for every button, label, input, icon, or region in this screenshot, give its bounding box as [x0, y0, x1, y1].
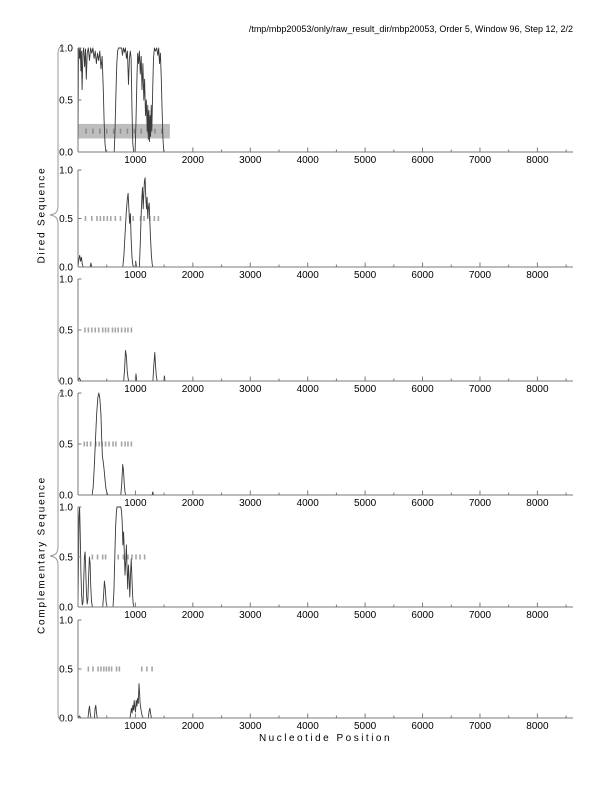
- x-tick-label: 5000: [354, 498, 377, 509]
- probability-curve: [77, 683, 572, 719]
- plot-title: /tmp/mbp20053/only/raw_result_dir/mbp200…: [248, 24, 573, 34]
- x-tick-label: 4000: [297, 384, 320, 395]
- x-tick-label: 1000: [124, 384, 147, 395]
- x-tick-label: 5000: [354, 384, 377, 395]
- subplot-dired-sequence-frame-2: 0.0 0.5 1.0 1000 2000 3000 4000 5000 6000 7000 800…: [59, 166, 573, 281]
- y-tick-label: 1.0: [59, 166, 73, 177]
- y-tick-label: 0.5: [59, 553, 73, 564]
- x-tick-label: 8000: [526, 610, 549, 621]
- region-bar: [78, 123, 170, 139]
- x-tick-label: 1000: [124, 721, 147, 732]
- x-tick-label: 6000: [411, 610, 434, 621]
- x-tick-label: 7000: [469, 384, 492, 395]
- x-tick-label: 7000: [469, 270, 492, 281]
- subplot-complementary-sequence-frame-1: 0.0 0.5 1.0 1000 2000 3000 4000 5000 6000 7000 800…: [59, 389, 573, 509]
- x-tick-label: 5000: [354, 610, 377, 621]
- x-tick-label: 6000: [411, 498, 434, 509]
- y-tick-label: 0.0: [59, 263, 73, 274]
- x-tick-label: 3000: [239, 155, 262, 166]
- x-tick-label: 3000: [239, 384, 262, 395]
- y-tick-label: 0.5: [59, 214, 73, 225]
- probability-curve: [77, 47, 572, 153]
- x-tick-label: 7000: [469, 721, 492, 732]
- x-tick-label: 1000: [124, 610, 147, 621]
- y-tick-label: 0.5: [59, 440, 73, 451]
- x-tick-label: 3000: [239, 498, 262, 509]
- x-tick-label: 4000: [297, 498, 320, 509]
- x-tick-label: 7000: [469, 155, 492, 166]
- x-tick-label: 2000: [182, 155, 205, 166]
- y-tick-label: 0.0: [59, 603, 73, 614]
- x-tick-label: 4000: [297, 155, 320, 166]
- x-tick-label: 2000: [182, 270, 205, 281]
- subplot-complementary-sequence-frame-2: 0.0 0.5 1.0 1000 2000 3000 4000 5000 6000 7000 800…: [59, 503, 573, 621]
- x-tick-label: 7000: [469, 498, 492, 509]
- x-tick-label: 3000: [239, 610, 262, 621]
- brace-complementary-sequence: [49, 390, 65, 722]
- x-tick-label: 8000: [526, 155, 549, 166]
- y-tick-label: 0.5: [59, 326, 73, 337]
- x-tick-label: 4000: [297, 610, 320, 621]
- x-tick-label: 6000: [411, 270, 434, 281]
- y-tick-label: 1.0: [59, 44, 73, 55]
- x-tick-label: 8000: [526, 384, 549, 395]
- probability-curve: [77, 506, 572, 608]
- x-tick-label: 6000: [411, 721, 434, 732]
- brace-dired-sequence: [49, 45, 65, 385]
- y-tick-label: 1.0: [59, 389, 73, 400]
- y-tick-label: 0.0: [59, 148, 73, 159]
- subplot-dired-sequence-frame-3: 0.0 0.5 1.0 1000 2000 3000 4000 5000 6000 7000 800…: [59, 275, 573, 395]
- x-tick-label: 1000: [124, 498, 147, 509]
- y-tick-label: 1.0: [59, 275, 73, 286]
- x-tick-label: 6000: [411, 384, 434, 395]
- y-tick-label: 0.5: [59, 96, 73, 107]
- x-tick-label: 3000: [239, 721, 262, 732]
- x-tick-label: 4000: [297, 721, 320, 732]
- x-tick-label: 1000: [124, 270, 147, 281]
- subplot-complementary-sequence-frame-3: 0.0 0.5 1.0 1000 2000 3000 4000 5000 6000 7000 800…: [59, 616, 573, 732]
- x-tick-label: 8000: [526, 498, 549, 509]
- x-tick-label: 1000: [124, 155, 147, 166]
- y-tick-label: 0.5: [59, 665, 73, 676]
- x-tick-label: 5000: [354, 155, 377, 166]
- probability-curve: [77, 349, 572, 382]
- y-tick-label: 0.0: [59, 714, 73, 725]
- y-tick-label: 1.0: [59, 503, 73, 514]
- subplot-dired-sequence-frame-1: 0.0 0.5 1.0 1000 2000 3000 4000 5000 6000 7000 800…: [59, 44, 573, 166]
- x-tick-label: 3000: [239, 270, 262, 281]
- probability-curve: [77, 177, 572, 268]
- x-tick-label: 6000: [411, 155, 434, 166]
- x-tick-label: 8000: [526, 270, 549, 281]
- x-tick-label: 2000: [182, 610, 205, 621]
- x-tick-label: 7000: [469, 610, 492, 621]
- x-tick-label: 2000: [182, 384, 205, 395]
- x-tick-label: 8000: [526, 721, 549, 732]
- y-tick-label: 1.0: [59, 616, 73, 627]
- x-tick-label: 2000: [182, 721, 205, 732]
- y-tick-label: 0.0: [59, 491, 73, 502]
- y-tick-label: 0.0: [59, 377, 73, 388]
- x-tick-label: 5000: [354, 270, 377, 281]
- probability-curve: [78, 392, 572, 496]
- x-axis-label: Nucleotide Position: [258, 733, 393, 744]
- x-tick-label: 5000: [354, 721, 377, 732]
- x-tick-label: 4000: [297, 270, 320, 281]
- x-tick-label: 2000: [182, 498, 205, 509]
